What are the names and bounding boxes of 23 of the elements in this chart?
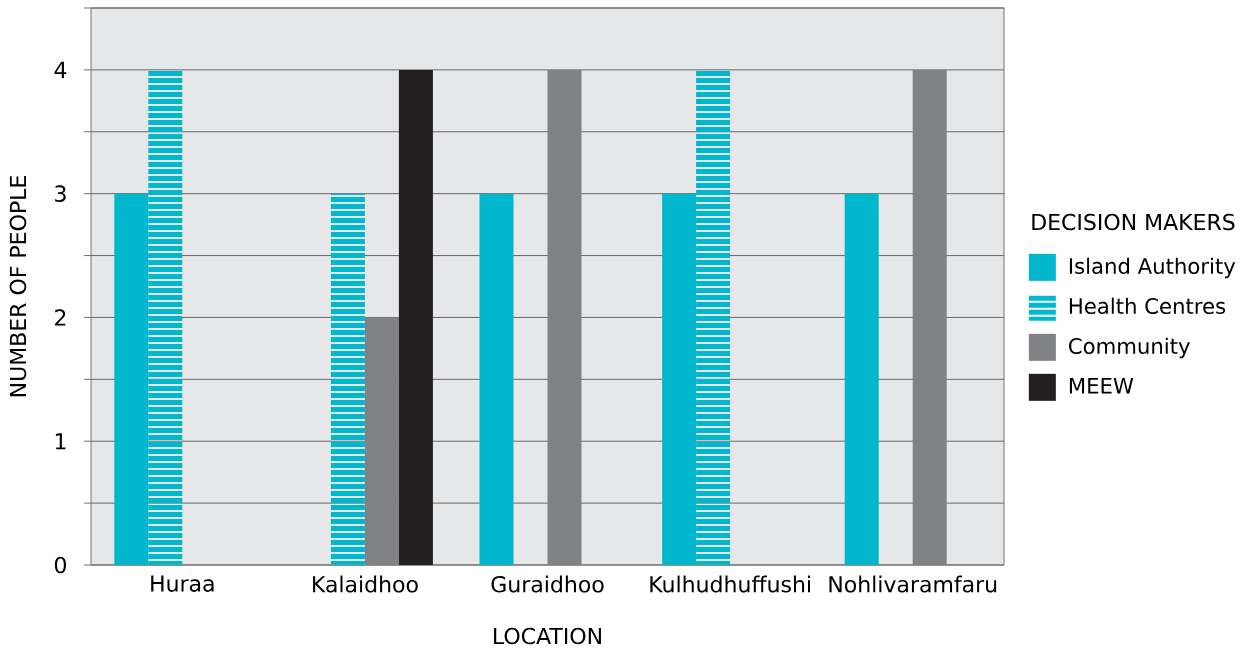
bar [398,69,433,565]
y-tick-label: 1 [55,433,66,450]
y-tick-label: 0 [54,556,66,574]
x-tick-label: Huraa [151,575,214,592]
bar [364,317,399,565]
x-tick-label: Nohlivaramfaru [829,575,997,593]
bar [844,193,879,565]
x-tick-label: Guraidhoo [491,575,604,593]
legend-label: MEEW [1069,377,1134,394]
legend-label: Community [1069,337,1190,359]
x-axis-title: LOCATION [494,627,601,645]
y-tick-label: 4 [54,61,67,78]
bar [479,193,514,565]
legend-title: DECISION MAKERS [1032,213,1235,231]
y-tick-label: 2 [55,309,66,326]
y-tick-label: 3 [55,185,66,202]
y-axis-title: NUMBER OF PEOPLE [9,176,27,397]
x-tick-label: Kulhudhuffushi [650,575,810,593]
bar [547,69,582,565]
legend-label: Health Centres [1069,297,1226,315]
bar [912,69,947,565]
x-tick-label: Kalaidhoo [313,575,418,593]
legend-label: Island Authority [1069,257,1236,279]
